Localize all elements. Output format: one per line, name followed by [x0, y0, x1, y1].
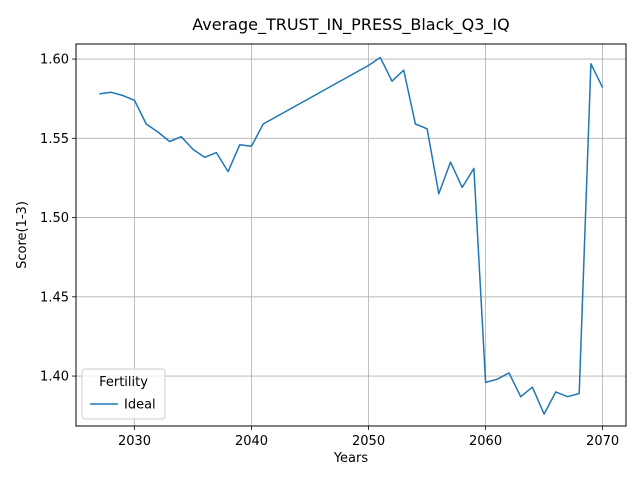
y-tick-label: 1.55	[40, 132, 69, 147]
y-axis-ticks: 1.40 1.45 1.50 1.55 1.60	[40, 53, 76, 385]
chart-title: Average_TRUST_IN_PRESS_Black_Q3_IQ	[192, 15, 509, 35]
x-tick-label: 2050	[352, 434, 385, 449]
y-tick-label: 1.50	[40, 211, 69, 226]
y-tick-label: 1.40	[40, 370, 69, 385]
x-tick-label: 2030	[118, 434, 151, 449]
x-tick-label: 2070	[586, 434, 619, 449]
gridlines	[76, 44, 626, 426]
y-tick-label: 1.45	[40, 290, 69, 305]
legend-title: Fertility	[99, 375, 148, 390]
x-axis-ticks: 2030 2040 2050 2060 2070	[118, 426, 619, 449]
legend-box	[81, 368, 166, 420]
series-layer	[99, 56, 604, 415]
y-axis-title: Score(1-3)	[15, 201, 30, 269]
legend-label-ideal: Ideal	[124, 398, 156, 413]
legend: Fertility Ideal	[81, 368, 166, 420]
x-tick-label: 2040	[235, 434, 268, 449]
plot-area-frame	[75, 43, 627, 427]
x-axis-title: Years	[333, 451, 369, 466]
y-tick-label: 1.60	[40, 53, 69, 68]
series-line-ideal	[99, 56, 604, 415]
x-tick-label: 2060	[469, 434, 502, 449]
